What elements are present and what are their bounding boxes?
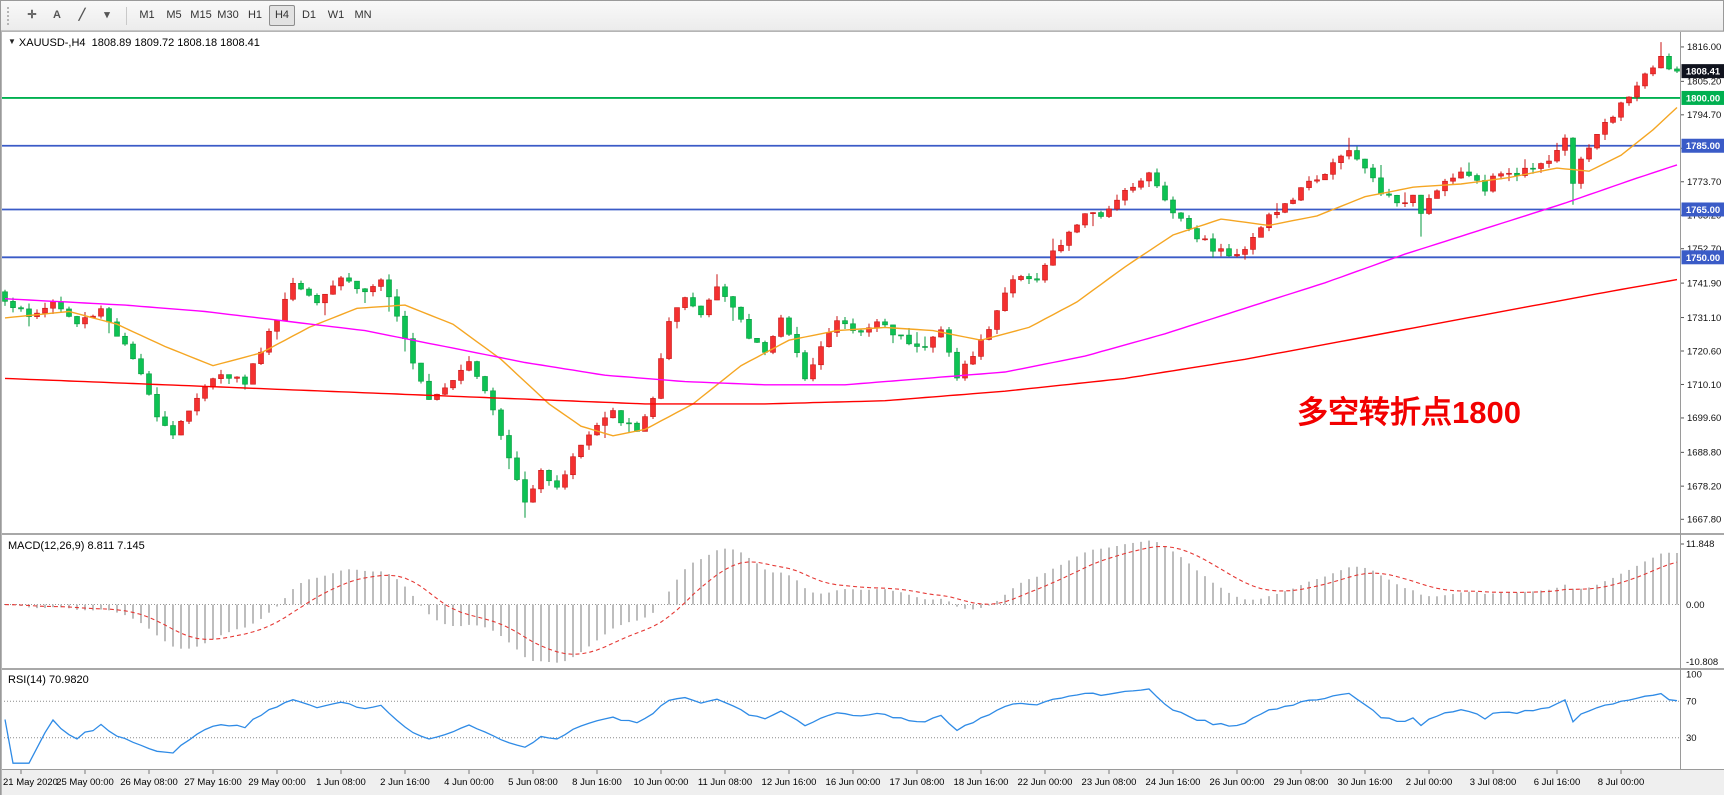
rsi-indicator-label: RSI(14) 70.9820 [8, 674, 89, 686]
rsi-line [4, 688, 1678, 764]
timeframe-button-m30[interactable]: M30 [215, 5, 241, 26]
price-axis-label: 1720.60 [1687, 346, 1721, 357]
chart-canvas[interactable]: 1816.001805.201794.701784.201773.701763.… [1, 31, 1724, 795]
price-axis-label: 1794.70 [1687, 110, 1721, 121]
price-tag [1681, 138, 1724, 153]
timeframe-button-w1[interactable]: W1 [323, 5, 349, 26]
price-tag [1681, 64, 1724, 79]
price-tag [1681, 90, 1724, 105]
time-axis-label: 29 May 00:00 [248, 777, 306, 788]
svg-text:30: 30 [1686, 733, 1697, 744]
svg-text:1785.00: 1785.00 [1686, 141, 1720, 152]
svg-text:1808.41: 1808.41 [1686, 67, 1721, 78]
svg-text:1800.00: 1800.00 [1686, 93, 1720, 104]
rsi-panel [1, 688, 1681, 764]
ma-line-slow [4, 278, 1678, 405]
time-axis-label: 4 Jun 00:00 [444, 777, 494, 788]
time-axis-label: 1 Jun 08:00 [316, 777, 366, 788]
symbol-ohlc-text: XAUUSD-,H4 1808.89 1809.72 1808.18 1808.… [18, 37, 260, 49]
time-axis-label: 24 Jun 16:00 [1146, 777, 1201, 788]
timeframe-button-h4[interactable]: H4 [269, 5, 295, 26]
ma-line-mid [4, 164, 1678, 386]
macd-signal-line [4, 545, 1678, 655]
toolbar-separator [126, 6, 127, 25]
timeframe-button-h1[interactable]: H1 [242, 5, 268, 26]
timeframe-button-m15[interactable]: M15 [188, 5, 214, 26]
symbol-ohlc-label: ▼ XAUUSD-,H4 1808.89 1809.72 1808.18 1808… [8, 37, 260, 49]
svg-text:1750.00: 1750.00 [1686, 253, 1720, 264]
toolbar-grip[interactable] [7, 6, 14, 25]
ma-lines [4, 106, 1678, 437]
svg-text:70: 70 [1686, 697, 1697, 708]
time-axis-label: 21 May 2020 [3, 777, 58, 788]
timeframe-button-mn[interactable]: MN [350, 5, 376, 26]
time-axis-label: 22 Jun 00:00 [1018, 777, 1073, 788]
time-axis-label: 26 May 08:00 [120, 777, 178, 788]
svg-text:11.848: 11.848 [1686, 539, 1714, 550]
timeframe-button-m1[interactable]: M1 [134, 5, 160, 26]
time-axis-label: 8 Jun 16:00 [572, 777, 622, 788]
chart-annotation-text[interactable]: 多空转折点1800 [1297, 395, 1521, 430]
candles-layer [2, 42, 1680, 518]
macd-indicator-label: MACD(12,26,9) 8.811 7.145 [8, 540, 145, 552]
time-axis-label: 6 Jul 16:00 [1534, 777, 1580, 788]
price-axis-label: 1773.70 [1687, 177, 1721, 188]
time-axis-label: 5 Jun 08:00 [508, 777, 558, 788]
toolbar: ✛ A ╱ ▾ M1 M5 M15 M30 H1 H4 D1 W1 MN [1, 1, 1723, 31]
svg-text:100: 100 [1686, 669, 1702, 680]
price-axis-label: 1699.60 [1687, 413, 1721, 424]
price-axis-label: 1688.80 [1687, 448, 1721, 459]
shapes-dropdown-icon[interactable]: ▾ [95, 5, 119, 26]
time-axis-label: 8 Jul 00:00 [1598, 777, 1644, 788]
time-axis-label: 23 Jun 08:00 [1082, 777, 1137, 788]
time-axis-label: 2 Jul 00:00 [1406, 777, 1452, 788]
svg-text:1765.00: 1765.00 [1686, 205, 1720, 216]
price-levels[interactable] [1, 97, 1681, 259]
time-axis-label: 11 Jun 08:00 [698, 777, 752, 788]
price-axis-label: 1805.20 [1687, 77, 1721, 88]
text-tool-icon[interactable]: A [45, 5, 69, 26]
price-axis-label: 1731.10 [1687, 313, 1721, 324]
svg-text:0.00: 0.00 [1686, 600, 1705, 611]
ma-line-fast [4, 106, 1678, 437]
time-axis-label: 30 Jun 16:00 [1338, 777, 1393, 788]
trendline-tool-icon[interactable]: ╱ [70, 5, 94, 26]
price-tag [1681, 202, 1724, 217]
time-axis-label: 26 Jun 00:00 [1210, 777, 1265, 788]
time-axis-label: 27 May 16:00 [184, 777, 242, 788]
price-axis[interactable]: 1816.001805.201794.701784.201773.701763.… [1681, 42, 1724, 744]
time-axis-label: 18 Jun 16:00 [954, 777, 1009, 788]
price-axis-label: 1816.00 [1687, 42, 1721, 53]
price-axis-label: 1752.70 [1687, 244, 1721, 255]
time-axis-label: 2 Jun 16:00 [380, 777, 430, 788]
price-axis-label: 1667.80 [1687, 515, 1721, 526]
collapse-triangle-icon[interactable]: ▼ [8, 37, 16, 46]
price-axis-label: 1710.10 [1687, 380, 1721, 391]
macd-panel [1, 540, 1681, 663]
crosshair-tool-icon[interactable]: ✛ [20, 5, 44, 26]
time-axis-label: 16 Jun 00:00 [826, 777, 881, 788]
time-axis-label: 17 Jun 08:00 [890, 777, 945, 788]
time-axis-label: 3 Jul 08:00 [1470, 777, 1516, 788]
price-tag [1681, 250, 1724, 265]
chart-area[interactable] [1, 31, 1724, 795]
time-axis-label: 25 May 00:00 [56, 777, 114, 788]
price-axis-label: 1741.90 [1687, 278, 1721, 289]
timeframe-button-m5[interactable]: M5 [161, 5, 187, 26]
time-axis-label: 12 Jun 16:00 [762, 777, 817, 788]
time-axis-label: 10 Jun 00:00 [634, 777, 689, 788]
svg-text:-10.808: -10.808 [1686, 657, 1718, 668]
timeframe-button-d1[interactable]: D1 [296, 5, 322, 26]
price-axis-label: 1678.20 [1687, 481, 1721, 492]
chart-border [1, 31, 1724, 795]
time-axis-label: 29 Jun 08:00 [1274, 777, 1329, 788]
